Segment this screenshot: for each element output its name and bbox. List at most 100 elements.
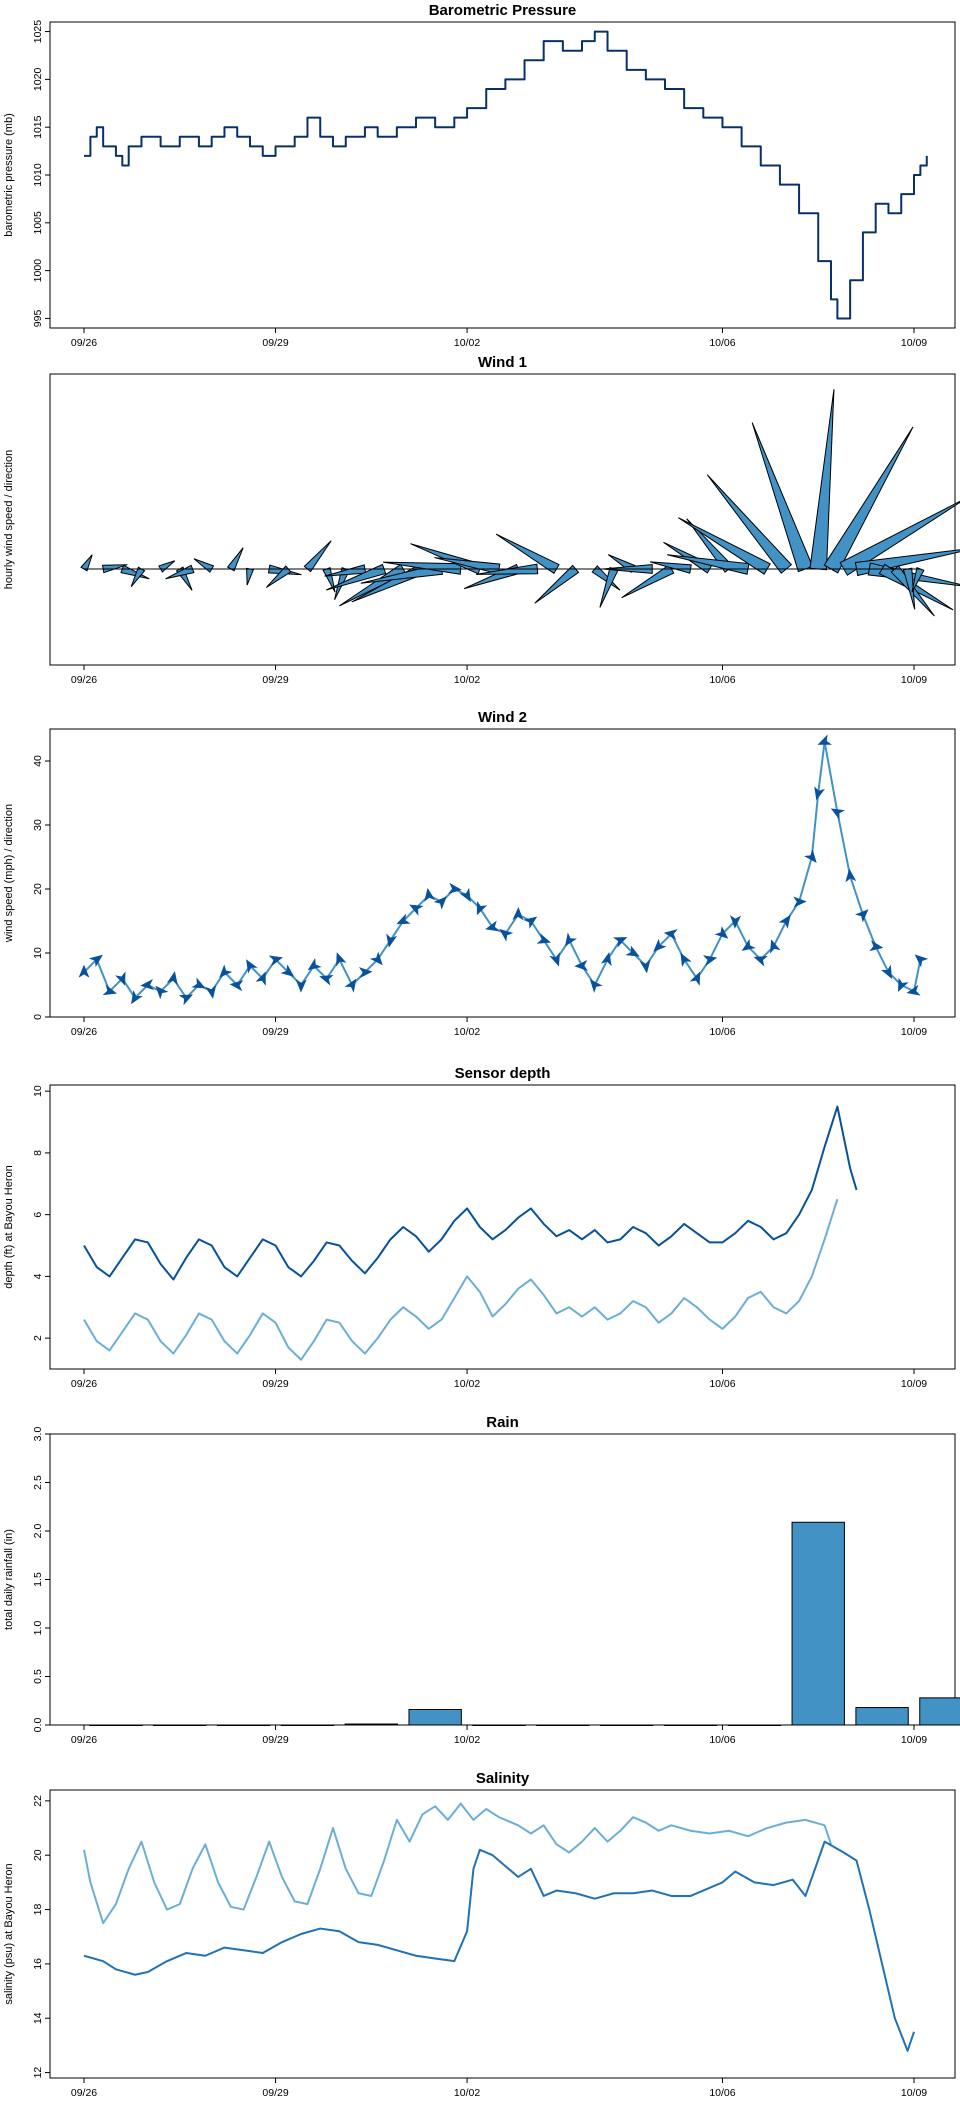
wind-direction-marker [459,887,471,903]
wind-direction-marker [307,958,322,971]
wind-direction-marker [855,909,869,923]
wind-direction-marker [814,786,825,801]
wind-vector [751,422,814,573]
wind-direction-marker [770,939,781,954]
wind-direction-marker [78,964,90,978]
wind-direction-marker [295,979,307,993]
x-tick-label: 09/29 [262,2087,288,2099]
chart-panel-1: Barometric Pressure 09/26 09/29 10/02 10/06 1… [3,2,956,349]
wind-direction-marker [625,945,640,957]
wind-direction-marker [499,928,514,942]
y-tick-label: 2.0 [32,1524,44,1539]
wind-direction-marker [336,952,347,967]
x-tick-label: 09/29 [262,1378,288,1390]
y-tick-label: 4 [32,1273,44,1279]
y-axis-label: wind speed (mph) / direction [3,804,15,943]
plot-frame [49,728,956,1018]
wind-vector [165,564,195,580]
series-line-1 [83,740,922,999]
wind-direction-marker [358,967,373,979]
wind-direction-marker [396,913,411,925]
wind-direction-marker [914,954,929,968]
y-tick-label: 22 [32,1795,44,1807]
wind-direction-marker [830,808,846,820]
wind-direction-marker [433,896,447,910]
wind-direction-marker [255,971,266,986]
wind-direction-marker [680,952,692,967]
y-tick-label: 14 [32,2012,44,2024]
x-tick-label: 10/06 [709,674,735,686]
x-tick-label: 09/29 [262,674,288,686]
x-tick-label: 10/09 [901,2087,927,2099]
wind-direction-marker [344,978,357,993]
x-tick-label: 10/02 [454,1378,480,1390]
wind-vector [246,567,255,586]
wind-direction-marker [140,979,154,991]
y-tick-label: 6 [32,1212,44,1218]
x-tick-label: 09/26 [71,1734,97,1746]
rain-bar [536,1724,590,1726]
y-tick-label: 8 [32,1150,44,1156]
y-axis-label: barometric pressure (mb) [3,113,15,236]
wind-direction-marker [485,920,500,932]
rain-bar [919,1697,960,1726]
wind-direction-marker [653,938,667,953]
x-tick-label: 09/26 [71,1378,97,1390]
y-tick-label: 1005 [32,211,44,235]
x-tick-label: 10/02 [454,2087,480,2099]
x-tick-label: 10/02 [454,674,480,686]
x-tick-label: 10/09 [901,674,927,686]
y-tick-label: 995 [32,310,44,328]
chart-title-wind-2: Wind 2 [478,709,527,726]
wind-direction-marker [589,979,603,993]
wind-direction-marker [880,964,893,979]
y-tick-label: 20 [32,883,44,895]
y-tick-label: 10 [32,947,44,959]
series-line-1 [84,30,928,320]
wind-direction-marker [268,955,283,967]
wind-direction-marker [612,937,628,948]
y-tick-label: 18 [32,1904,44,1916]
y-tick-label: 1000 [32,259,44,283]
wind-vector [158,560,176,573]
chart-panel-3: Wind 2 09/26 09/29 10/02 10/06 10/09 0 10 20 30 40… [3,709,956,1038]
plot-frame [49,1789,956,2079]
wind-direction-marker [600,951,612,967]
wind-direction-marker [191,977,206,989]
y-tick-label: 12 [32,2067,44,2079]
rain-bar [280,1724,335,1726]
chart-panel-4: Sensor depth 09/26 09/29 10/02 10/06 10/09 2 4 6… [3,1065,956,1390]
wind-direction-marker [574,959,588,972]
wind-direction-marker [702,955,718,967]
wind-direction-marker [897,977,909,992]
wind-vector [193,558,215,573]
wind-direction-marker [131,990,143,1005]
series-line-1 [83,1802,832,1925]
y-tick-label: 10 [32,1085,44,1097]
rain-bar [791,1521,845,1726]
wind-direction-marker [869,940,884,952]
wind-direction-marker [246,959,258,974]
wind-direction-marker [804,849,817,863]
wind-direction-marker [564,932,577,947]
wind-direction-marker [906,984,921,996]
y-tick-label: 2 [32,1335,44,1341]
x-tick-label: 10/06 [709,1378,735,1390]
plot-frame [49,21,956,329]
x-tick-label: 10/06 [709,1734,735,1746]
x-tick-label: 10/02 [454,337,480,349]
y-axis-label: hourly wind speed / direction [3,450,15,589]
wind-direction-marker [730,915,742,929]
chart-panel-2: Wind 1 09/26 09/29 10/02 10/06 10/09 hourly wi… [3,354,960,686]
wind-direction-marker [409,904,424,916]
chart-title-rain: Rain [486,1414,519,1431]
chart-panel-5: Rain 09/26 09/29 10/02 10/06 10/09 0.0 0.5 1.0 1.… [3,1414,960,1746]
y-tick-label: 1025 [32,20,44,44]
wind-direction-marker [714,925,729,939]
wind-vector [809,389,835,571]
wind-direction-marker [386,933,398,948]
rain-bar [727,1724,782,1726]
wind-direction-marker [280,964,295,977]
y-tick-label: 30 [32,819,44,831]
